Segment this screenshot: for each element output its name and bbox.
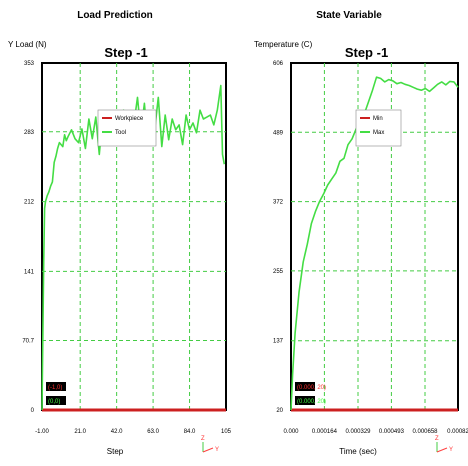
x-tick-label: 0.000493 xyxy=(379,429,405,435)
y-tick-label: 141 xyxy=(24,269,35,275)
y-tick-label: 212 xyxy=(24,200,35,206)
y-tick-label: 489 xyxy=(273,130,284,136)
y-tick-label: 137 xyxy=(273,339,284,345)
y-tick-label: 283 xyxy=(24,130,35,136)
x-tick-label: 84.0 xyxy=(184,429,196,435)
corner-annotation-start: (-1,0) xyxy=(48,385,62,391)
corner-annotation-start: (0.000, 20) xyxy=(297,385,326,391)
panel-title: Load Prediction xyxy=(77,10,153,21)
corner-annotation-box xyxy=(46,396,66,405)
y-tick-label: 0 xyxy=(31,408,35,414)
triad-z-label: Z xyxy=(201,436,205,442)
y-tick-label: 606 xyxy=(273,61,284,67)
y-tick-label: 70.7 xyxy=(22,339,34,345)
corner-annotation-current: (0,0) xyxy=(48,399,60,405)
y-tick-label: 372 xyxy=(273,200,284,206)
triad-z-label: Z xyxy=(435,436,439,442)
x-tick-label: -1.00 xyxy=(35,429,49,435)
x-tick-label: 21.0 xyxy=(74,429,86,435)
chart-title: Step -1 xyxy=(104,45,147,60)
series-line-max xyxy=(290,76,459,411)
legend-label: Tool xyxy=(115,130,126,136)
x-tick-label: 0.000658 xyxy=(412,429,438,435)
x-axis-label: Time (sec) xyxy=(339,447,377,456)
x-tick-label: 0.00082 xyxy=(447,429,468,435)
load-prediction-panel: Load Prediction Y Load (N) Step -1 0 70.7 141… xyxy=(0,0,234,461)
y-tick-label: 255 xyxy=(273,269,284,275)
legend-label: Workpiece xyxy=(115,116,144,122)
y-axis-label: Temperature (C) xyxy=(254,40,313,49)
corner-annotation-box xyxy=(46,382,66,391)
legend: Min Max xyxy=(355,109,402,147)
state-variable-chart: State Variable Temperature (C) Step -1 20 13… xyxy=(254,10,468,456)
load-prediction-chart: Load Prediction Y Load (N) Step -1 0 70.7 141… xyxy=(8,10,232,456)
x-tick-label: 0.000 xyxy=(283,429,299,435)
corner-annotation-current: (0.000, 20) xyxy=(297,399,326,405)
corner-annotation-box xyxy=(295,396,315,405)
triad-y-label: Y xyxy=(215,447,219,453)
panel-title: State Variable xyxy=(316,10,382,21)
triad-y-axis xyxy=(202,447,214,453)
legend-box xyxy=(97,109,157,147)
x-tick-label: 63.0 xyxy=(147,429,159,435)
triad-y-axis xyxy=(436,447,448,453)
corner-annotation-box xyxy=(295,382,315,391)
y-tick-label: 353 xyxy=(24,61,35,67)
x-axis-label: Step xyxy=(107,447,124,456)
y-tick-label: 20 xyxy=(276,408,283,414)
x-tick-label: 105 xyxy=(221,429,232,435)
x-tick-label: 0.000164 xyxy=(312,429,338,435)
legend-label: Max xyxy=(373,130,384,136)
y-axis-label: Y Load (N) xyxy=(8,40,47,49)
legend-box xyxy=(355,109,402,147)
chart-title: Step -1 xyxy=(345,45,388,60)
triad-y-label: Y xyxy=(449,447,453,453)
x-tick-label: 0.000329 xyxy=(345,429,371,435)
legend: Workpiece Tool xyxy=(97,109,157,147)
legend-label: Min xyxy=(373,116,383,122)
state-variable-panel: State Variable Temperature (C) Step -1 20 13… xyxy=(234,0,468,461)
x-tick-label: 42.0 xyxy=(111,429,123,435)
